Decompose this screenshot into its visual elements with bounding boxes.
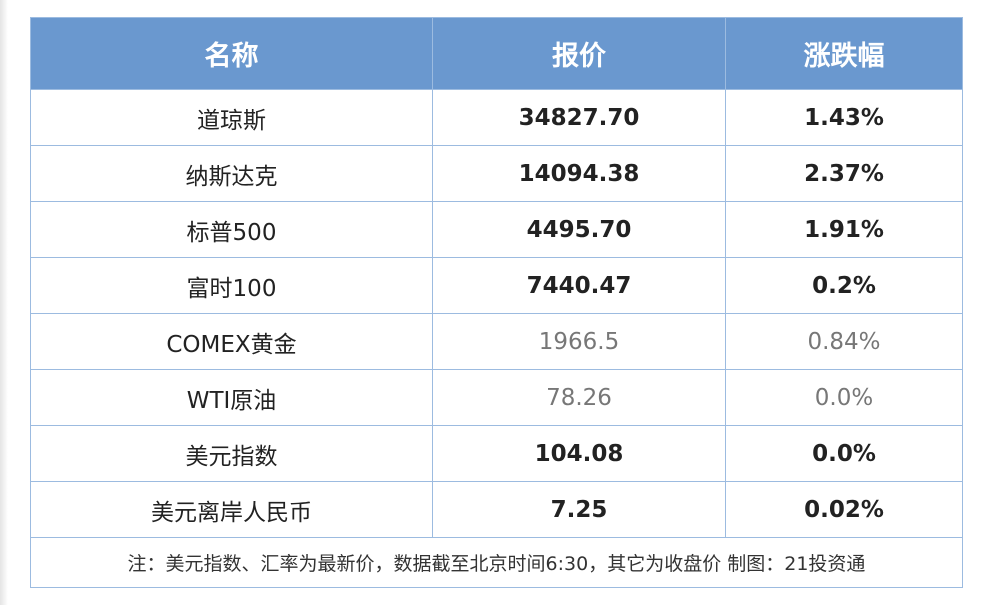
cell-change: 0.02% [725,481,963,538]
table-row: 美元指数 104.08 0.0% [30,425,963,482]
cell-name: 富时100 [30,257,433,314]
cell-price: 4495.70 [432,201,726,258]
cell-price: 7.25 [432,481,726,538]
cell-name: 美元指数 [30,425,433,482]
cell-price: 7440.47 [432,257,726,314]
cell-price: 34827.70 [432,89,726,146]
cell-name: COMEX黄金 [30,313,433,370]
cell-change: 2.37% [725,145,963,202]
header-name: 名称 [30,17,433,90]
header-price: 报价 [432,17,726,90]
cell-name: 道琼斯 [30,89,433,146]
cell-name: 标普500 [30,201,433,258]
table-row: 富时100 7440.47 0.2% [30,257,963,314]
note-row: 注：美元指数、汇率为最新价，数据截至北京时间6:30，其它为收盘价 制图：21投… [30,537,963,588]
table-note: 注：美元指数、汇率为最新价，数据截至北京时间6:30，其它为收盘价 制图：21投… [30,537,963,588]
cell-name: WTI原油 [30,369,433,426]
table-row: 美元离岸人民币 7.25 0.02% [30,481,963,538]
cell-price: 78.26 [432,369,726,426]
cell-change: 0.84% [725,313,963,370]
cell-name: 美元离岸人民币 [30,481,433,538]
cell-change: 1.91% [725,201,963,258]
table-row: COMEX黄金 1966.5 0.84% [30,313,963,370]
table-row: 道琼斯 34827.70 1.43% [30,89,963,146]
cell-change: 1.43% [725,89,963,146]
table-row: 纳斯达克 14094.38 2.37% [30,145,963,202]
cell-price: 1966.5 [432,313,726,370]
cell-price: 14094.38 [432,145,726,202]
cell-change: 0.0% [725,369,963,426]
page-edge [0,0,8,605]
table-row: WTI原油 78.26 0.0% [30,369,963,426]
cell-change: 0.0% [725,425,963,482]
cell-change: 0.2% [725,257,963,314]
cell-name: 纳斯达克 [30,145,433,202]
table-header-row: 名称 报价 涨跌幅 [30,17,963,90]
cell-price: 104.08 [432,425,726,482]
market-quotes-table: 名称 报价 涨跌幅 道琼斯 34827.70 1.43% 纳斯达克 14094.38 2.… [30,17,963,588]
table-row: 标普500 4495.70 1.91% [30,201,963,258]
header-change: 涨跌幅 [725,17,963,90]
